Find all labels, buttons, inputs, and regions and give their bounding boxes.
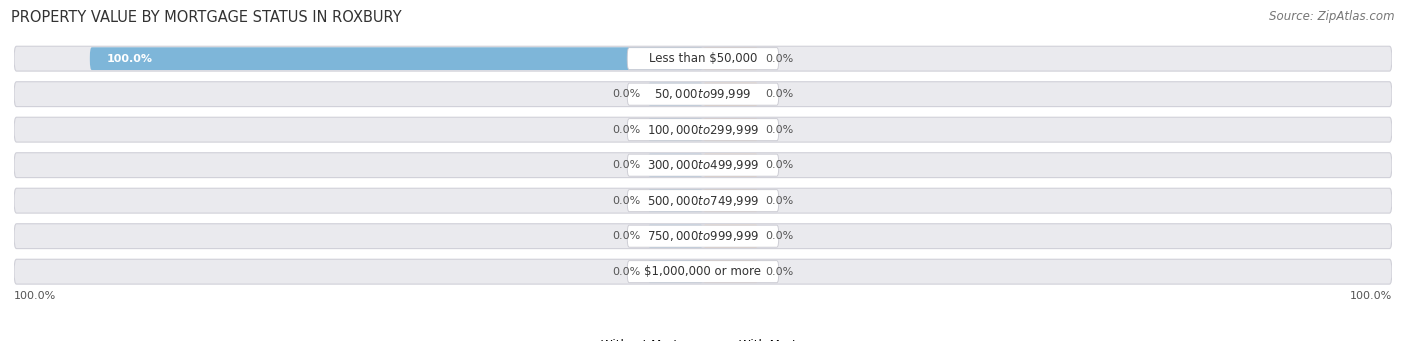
Text: 0.0%: 0.0% xyxy=(613,196,641,206)
FancyBboxPatch shape xyxy=(14,153,1392,178)
Text: 0.0%: 0.0% xyxy=(765,54,793,64)
Text: $500,000 to $749,999: $500,000 to $749,999 xyxy=(647,194,759,208)
Text: 0.0%: 0.0% xyxy=(613,231,641,241)
FancyBboxPatch shape xyxy=(703,154,758,177)
Text: 100.0%: 100.0% xyxy=(1350,291,1392,301)
FancyBboxPatch shape xyxy=(627,225,779,247)
FancyBboxPatch shape xyxy=(648,83,703,105)
FancyBboxPatch shape xyxy=(14,224,1392,249)
Text: 0.0%: 0.0% xyxy=(765,89,793,99)
Text: 100.0%: 100.0% xyxy=(107,54,153,64)
FancyBboxPatch shape xyxy=(703,118,758,141)
FancyBboxPatch shape xyxy=(703,260,758,283)
Text: 0.0%: 0.0% xyxy=(765,231,793,241)
Text: 0.0%: 0.0% xyxy=(765,125,793,135)
FancyBboxPatch shape xyxy=(627,154,779,176)
FancyBboxPatch shape xyxy=(648,154,703,177)
FancyBboxPatch shape xyxy=(14,46,1392,71)
FancyBboxPatch shape xyxy=(703,225,758,248)
Text: $1,000,000 or more: $1,000,000 or more xyxy=(644,265,762,278)
FancyBboxPatch shape xyxy=(627,261,779,283)
Text: 0.0%: 0.0% xyxy=(613,160,641,170)
FancyBboxPatch shape xyxy=(14,259,1392,284)
FancyBboxPatch shape xyxy=(703,83,758,105)
Text: 0.0%: 0.0% xyxy=(613,89,641,99)
Legend: Without Mortgage, With Mortgage: Without Mortgage, With Mortgage xyxy=(575,335,831,341)
Text: Source: ZipAtlas.com: Source: ZipAtlas.com xyxy=(1270,10,1395,23)
FancyBboxPatch shape xyxy=(648,260,703,283)
Text: $100,000 to $299,999: $100,000 to $299,999 xyxy=(647,123,759,137)
FancyBboxPatch shape xyxy=(627,83,779,105)
Text: 0.0%: 0.0% xyxy=(765,196,793,206)
Text: 100.0%: 100.0% xyxy=(14,291,56,301)
FancyBboxPatch shape xyxy=(627,48,779,70)
FancyBboxPatch shape xyxy=(703,47,758,70)
Text: Less than $50,000: Less than $50,000 xyxy=(648,52,758,65)
FancyBboxPatch shape xyxy=(648,118,703,141)
FancyBboxPatch shape xyxy=(648,189,703,212)
FancyBboxPatch shape xyxy=(90,47,703,70)
Text: $750,000 to $999,999: $750,000 to $999,999 xyxy=(647,229,759,243)
Text: PROPERTY VALUE BY MORTGAGE STATUS IN ROXBURY: PROPERTY VALUE BY MORTGAGE STATUS IN ROX… xyxy=(11,10,402,25)
Text: 0.0%: 0.0% xyxy=(765,267,793,277)
FancyBboxPatch shape xyxy=(627,190,779,212)
FancyBboxPatch shape xyxy=(648,225,703,248)
Text: 0.0%: 0.0% xyxy=(765,160,793,170)
FancyBboxPatch shape xyxy=(703,189,758,212)
Text: 0.0%: 0.0% xyxy=(613,267,641,277)
FancyBboxPatch shape xyxy=(14,117,1392,142)
Text: 0.0%: 0.0% xyxy=(613,125,641,135)
FancyBboxPatch shape xyxy=(627,119,779,141)
FancyBboxPatch shape xyxy=(14,188,1392,213)
Text: $50,000 to $99,999: $50,000 to $99,999 xyxy=(654,87,752,101)
FancyBboxPatch shape xyxy=(14,82,1392,107)
Text: $300,000 to $499,999: $300,000 to $499,999 xyxy=(647,158,759,172)
